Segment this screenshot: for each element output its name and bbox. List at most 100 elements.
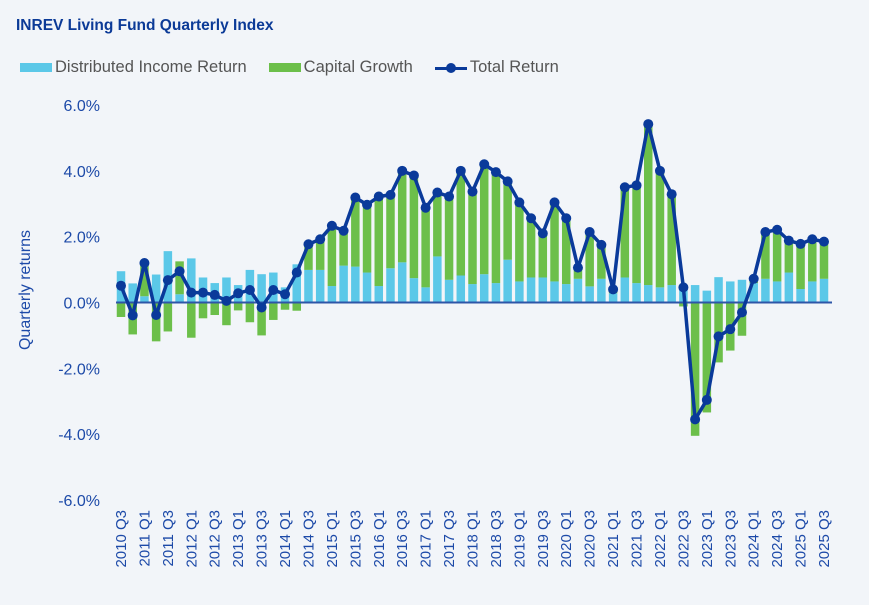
y-axis-ticks: 6.0% 4.0% 2.0% 0.0% -2.0% -4.0% -6.0% xyxy=(58,98,100,510)
income-bar xyxy=(632,283,641,303)
total-return-point xyxy=(479,159,490,170)
capital-growth-bar xyxy=(597,244,606,279)
income-bar xyxy=(362,272,372,303)
total-return-point xyxy=(795,238,806,249)
income-bar xyxy=(397,262,407,303)
income-bar xyxy=(726,281,735,303)
capital-growth-bar xyxy=(491,172,501,284)
income-bar xyxy=(772,281,782,303)
income-bar xyxy=(573,278,583,303)
income-bar xyxy=(550,281,559,303)
total-return-point xyxy=(350,192,361,203)
income-bar xyxy=(292,264,301,303)
total-return-point xyxy=(526,213,537,224)
x-tick-label: 2018 Q3 xyxy=(488,510,505,568)
income-bar xyxy=(187,258,196,303)
legend-item-capital: Capital Growth xyxy=(268,58,413,77)
total-return-point xyxy=(397,165,408,176)
capital-growth-bar xyxy=(550,202,559,282)
legend-label-capital: Capital Growth xyxy=(303,58,413,76)
x-tick-label: 2022 Q3 xyxy=(675,510,692,568)
capital-growth-bar xyxy=(163,302,173,332)
total-return-point xyxy=(807,234,818,245)
income-bar xyxy=(620,277,630,303)
income-bar xyxy=(515,281,524,303)
y-tick-label: -6.0% xyxy=(58,493,100,510)
x-tick-label: 2020 Q3 xyxy=(582,510,599,568)
total-return-point xyxy=(760,227,771,238)
capital-growth-bar xyxy=(292,302,301,311)
income-bar xyxy=(386,268,395,303)
income-bar xyxy=(761,278,770,303)
total-return-point xyxy=(432,187,443,198)
x-tick-label: 2016 Q1 xyxy=(371,510,388,568)
capital-growth-bar xyxy=(479,164,489,275)
total-return-point xyxy=(631,180,642,191)
total-return-point xyxy=(701,394,712,405)
capital-growth-bar xyxy=(386,194,395,269)
x-tick-label: 2025 Q3 xyxy=(816,510,833,568)
total-return-point xyxy=(151,310,162,321)
total-return-point xyxy=(116,280,126,291)
x-tick-label: 2019 Q3 xyxy=(535,510,552,568)
total-return-point xyxy=(139,258,150,268)
capital-growth-bar xyxy=(796,243,805,290)
total-return-point xyxy=(502,176,513,187)
capital-growth-bar xyxy=(140,263,149,297)
total-return-point xyxy=(748,273,759,284)
total-return-point xyxy=(186,287,197,298)
income-bar xyxy=(421,287,430,303)
capital-growth-bar xyxy=(374,196,384,287)
total-return-point xyxy=(127,310,138,321)
income-bar xyxy=(304,269,313,303)
total-return-point xyxy=(244,284,255,295)
capital-growth-bar xyxy=(198,302,208,319)
income-bar xyxy=(690,285,700,303)
capital-growth-bar xyxy=(222,302,231,326)
total-return-point xyxy=(268,284,279,295)
y-tick-label: -4.0% xyxy=(58,427,100,444)
x-tick-label: 2014 Q1 xyxy=(277,510,294,568)
income-bar xyxy=(257,274,266,303)
total-return-point xyxy=(596,239,607,250)
total-return-point xyxy=(221,295,232,306)
legend-item-total: Total Return xyxy=(434,58,559,77)
total-return-point xyxy=(385,189,396,200)
capital-growth-bar xyxy=(362,204,372,273)
total-return-point xyxy=(713,331,724,342)
x-tick-label: 2023 Q1 xyxy=(699,510,716,568)
capital-growth-bar xyxy=(702,302,712,413)
capital-growth-bar xyxy=(433,192,442,257)
x-tick-label: 2012 Q1 xyxy=(183,510,200,568)
total-return-point xyxy=(233,288,244,299)
capital-growth-bar xyxy=(784,240,794,273)
x-tick-label: 2022 Q1 xyxy=(652,510,669,568)
capital-growth-bar xyxy=(351,197,360,267)
capital-growth-bar xyxy=(280,302,290,310)
x-tick-label: 2019 Q1 xyxy=(511,510,528,568)
total-return-point xyxy=(490,167,501,178)
capital-growth-bar xyxy=(421,207,430,288)
total-return-point xyxy=(819,236,829,247)
total-return-point xyxy=(373,191,384,202)
income-bar xyxy=(538,277,548,303)
income-bar xyxy=(561,284,571,303)
total-return-point xyxy=(256,302,267,313)
income-bar xyxy=(667,285,676,303)
capital-growth-bar xyxy=(409,175,419,279)
income-bar xyxy=(784,272,794,303)
income-bar xyxy=(585,286,594,303)
y-tick-label: 2.0% xyxy=(64,230,100,247)
income-bar xyxy=(456,275,466,303)
income-bar xyxy=(374,286,384,303)
total-return-point xyxy=(772,224,783,235)
total-return-point xyxy=(584,227,595,238)
capital-growth-bar xyxy=(397,170,407,263)
total-return-point xyxy=(303,239,314,250)
capital-growth-bar xyxy=(315,239,325,270)
capital-growth-bar xyxy=(573,267,583,279)
total-return-point xyxy=(291,267,302,278)
total-return-point xyxy=(467,186,478,197)
income-bar xyxy=(433,256,442,303)
capital-growth-bar xyxy=(655,170,665,288)
